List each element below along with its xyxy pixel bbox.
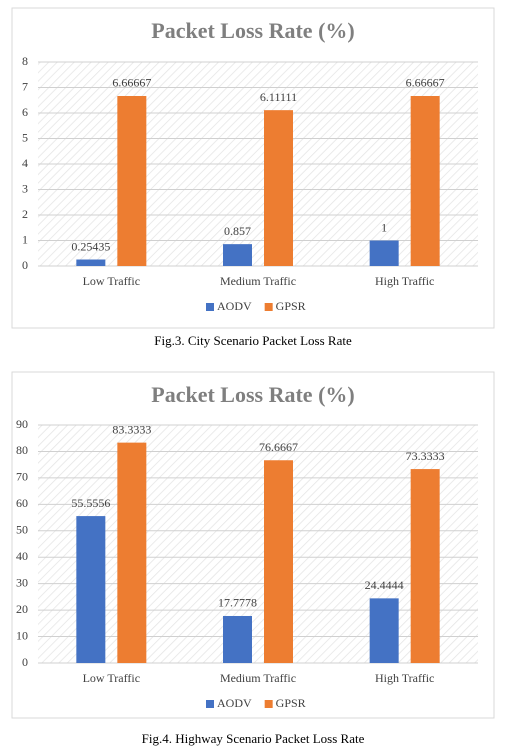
x-tick-label: Low Traffic (83, 671, 140, 685)
data-label: 24.4444 (365, 578, 404, 592)
legend-swatch (206, 700, 214, 708)
legend-label: AODV (217, 696, 252, 710)
legend-label: AODV (217, 299, 252, 313)
x-tick-label: High Traffic (375, 671, 434, 685)
bar (117, 95, 147, 267)
y-tick-label: 60 (16, 496, 28, 510)
y-tick-label: 5 (22, 130, 28, 144)
plot-background (38, 425, 478, 663)
data-label: 1 (381, 220, 387, 234)
y-tick-label: 3 (22, 181, 28, 195)
x-tick-label: Medium Traffic (220, 671, 296, 685)
data-label: 17.7778 (218, 596, 257, 610)
y-tick-label: 7 (22, 79, 28, 93)
data-label: 55.5556 (71, 496, 110, 510)
x-tick-label: High Traffic (375, 274, 434, 288)
legend-label: GPSR (276, 299, 306, 313)
x-tick-label: Low Traffic (83, 274, 140, 288)
legend-swatch (264, 303, 273, 311)
figure-caption: Fig.3. City Scenario Packet Loss Rate (154, 333, 352, 348)
y-tick-label: 40 (16, 549, 28, 563)
y-tick-label: 6 (22, 105, 28, 119)
chart-title: Packet Loss Rate (%) (151, 18, 354, 43)
y-tick-label: 70 (16, 470, 28, 484)
data-label: 0.25435 (71, 239, 110, 253)
bar (223, 244, 252, 266)
y-tick-label: 0 (22, 258, 28, 272)
y-tick-label: 90 (16, 417, 28, 431)
y-tick-label: 80 (16, 443, 28, 457)
bar (76, 259, 106, 266)
data-label: 0.857 (224, 224, 251, 238)
bar (117, 442, 147, 663)
bar (369, 240, 399, 266)
legend-label: GPSR (276, 696, 306, 710)
chart-title: Packet Loss Rate (%) (151, 382, 354, 407)
legend-swatch (206, 303, 214, 311)
data-label: 76.6667 (259, 440, 298, 454)
y-tick-label: 10 (16, 628, 28, 642)
y-tick-label: 20 (16, 602, 28, 616)
legend-swatch (264, 700, 273, 708)
data-label: 83.3333 (112, 422, 151, 436)
bar (410, 95, 440, 267)
data-label: 73.3333 (406, 449, 445, 463)
y-tick-label: 8 (22, 54, 28, 68)
data-label: 6.66667 (406, 76, 445, 90)
bar (410, 469, 440, 663)
y-tick-label: 0 (22, 655, 28, 669)
x-tick-label: Medium Traffic (220, 274, 296, 288)
y-tick-label: 1 (22, 232, 28, 246)
bar (264, 110, 293, 267)
bar (76, 516, 106, 663)
y-tick-label: 30 (16, 575, 28, 589)
bar (369, 598, 399, 663)
data-label: 6.66667 (112, 76, 151, 90)
y-tick-label: 2 (22, 207, 28, 221)
data-label: 6.11111 (260, 90, 297, 104)
y-tick-label: 50 (16, 523, 28, 537)
y-tick-label: 4 (22, 156, 28, 170)
bar (264, 460, 293, 663)
bar (223, 615, 252, 663)
figure-caption: Fig.4. Highway Scenario Packet Loss Rate (142, 731, 365, 746)
